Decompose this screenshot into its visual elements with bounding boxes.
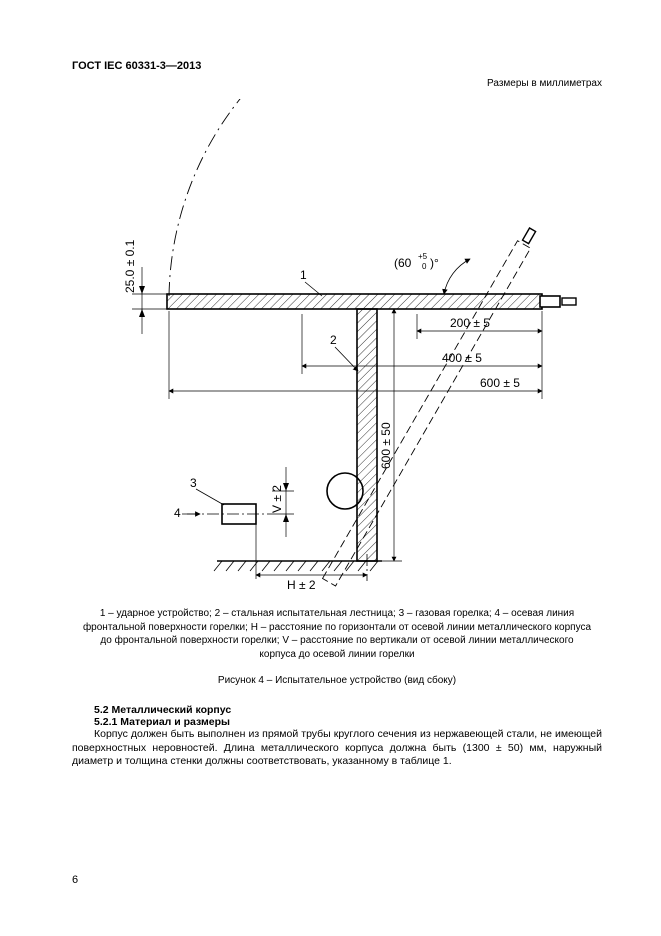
- heading-5-2: 5.2 Металлический корпус: [72, 704, 602, 716]
- dim-25: 25.0 ± 0.1: [123, 239, 137, 293]
- figure-4-diagram: 25.0 ± 0.1 (60 +5 0 )° 1 2: [72, 99, 602, 597]
- dim-angle-top: +5: [418, 252, 428, 261]
- figure-legend: 1 – ударное устройство; 2 – стальная исп…: [82, 607, 592, 661]
- callout-1: 1: [300, 268, 307, 282]
- dim-angle-close: )°: [430, 256, 439, 270]
- dim-200: 200 ± 5: [450, 316, 490, 330]
- callout-2: 2: [330, 333, 337, 347]
- figure-caption: Рисунок 4 – Испытательное устройство (ви…: [72, 675, 602, 686]
- paragraph-5-2-1: Корпус должен быть выполнен из прямой тр…: [72, 728, 602, 769]
- dim-V: V ± 2: [270, 485, 284, 513]
- heading-5-2-1: 5.2.1 Материал и размеры: [72, 716, 602, 728]
- dim-angle-open: (60: [394, 256, 412, 270]
- dim-600h: 600 ± 50: [379, 422, 393, 469]
- dim-600w: 600 ± 5: [480, 376, 520, 390]
- page-number: 6: [72, 874, 78, 886]
- units-note: Размеры в миллиметрах: [72, 78, 602, 89]
- callout-3: 3: [190, 476, 197, 490]
- dim-angle-bot: 0: [422, 262, 427, 271]
- dim-H: H ± 2: [287, 578, 316, 592]
- standard-id: ГОСТ IEC 60331-3—2013: [72, 60, 602, 72]
- dim-400: 400 ± 5: [442, 351, 482, 365]
- callout-4: 4: [174, 506, 181, 520]
